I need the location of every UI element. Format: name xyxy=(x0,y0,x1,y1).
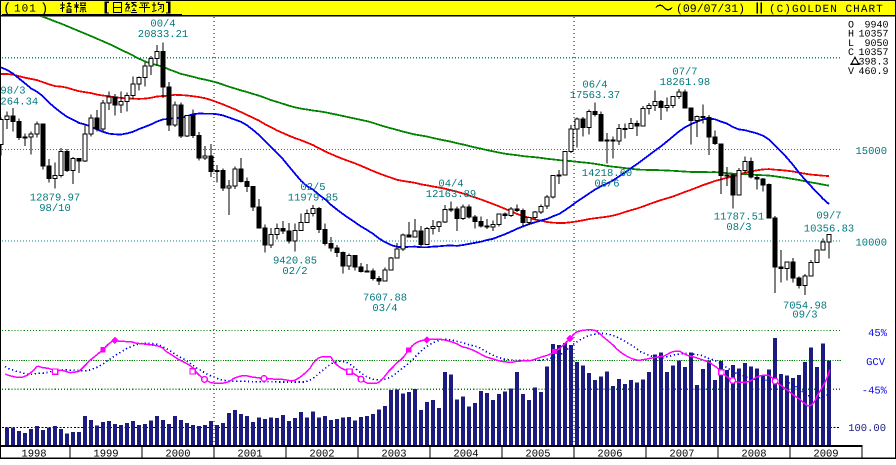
svg-text:03/4: 03/4 xyxy=(372,303,397,315)
svg-text:10357: 10357 xyxy=(858,30,888,41)
svg-text:(09/07/31): (09/07/31) xyxy=(676,3,745,16)
svg-text:12879.97: 12879.97 xyxy=(30,193,80,205)
svg-text:2009: 2009 xyxy=(813,449,838,461)
svg-text:98/10: 98/10 xyxy=(39,203,71,215)
svg-text:15000: 15000 xyxy=(855,146,887,158)
svg-text:-45%: -45% xyxy=(862,386,888,398)
svg-text:07/7: 07/7 xyxy=(672,67,697,79)
svg-text:18261.98: 18261.98 xyxy=(660,77,710,89)
svg-text:2001: 2001 xyxy=(237,449,262,461)
svg-text:100.00: 100.00 xyxy=(848,423,886,435)
svg-text:00/4: 00/4 xyxy=(150,19,175,31)
svg-text:11787.51: 11787.51 xyxy=(714,212,764,224)
svg-text:(C)GOLDEN CHART: (C)GOLDEN CHART xyxy=(769,4,884,16)
svg-text:08/3: 08/3 xyxy=(726,222,751,234)
svg-text:2006: 2006 xyxy=(597,449,622,461)
svg-text:2003: 2003 xyxy=(381,449,406,461)
svg-text:7607.88: 7607.88 xyxy=(363,293,407,305)
svg-text:101: 101 xyxy=(14,4,37,16)
svg-text:2008: 2008 xyxy=(741,449,766,461)
svg-text:02/2: 02/2 xyxy=(282,266,307,278)
svg-text:10356.83: 10356.83 xyxy=(804,224,854,236)
svg-text:2002: 2002 xyxy=(309,449,334,461)
svg-text:2004: 2004 xyxy=(453,449,478,461)
svg-text:2000: 2000 xyxy=(165,449,190,461)
svg-text:17563.37: 17563.37 xyxy=(570,90,620,102)
svg-text:1999: 1999 xyxy=(93,449,118,461)
svg-text:9420.85: 9420.85 xyxy=(273,256,317,268)
svg-text:398.3: 398.3 xyxy=(858,58,888,69)
svg-text:): ) xyxy=(40,1,48,17)
svg-text:04/4: 04/4 xyxy=(438,179,463,191)
svg-text:09/7: 09/7 xyxy=(816,211,841,223)
svg-text:20833.21: 20833.21 xyxy=(138,29,188,41)
svg-text:06/6: 06/6 xyxy=(594,179,619,191)
svg-text:45%: 45% xyxy=(868,328,888,340)
svg-text:06/4: 06/4 xyxy=(582,80,607,92)
svg-text:9050: 9050 xyxy=(864,39,888,50)
svg-text:98/3: 98/3 xyxy=(0,86,25,98)
svg-text:1998: 1998 xyxy=(21,449,46,461)
svg-text:L: L xyxy=(848,39,854,50)
svg-text:12163.89: 12163.89 xyxy=(426,189,476,201)
svg-text:2005: 2005 xyxy=(525,449,550,461)
svg-text:460.9: 460.9 xyxy=(858,67,888,78)
svg-text:10357: 10357 xyxy=(858,48,888,59)
svg-text:9940: 9940 xyxy=(864,20,888,31)
svg-text:GCV: GCV xyxy=(866,357,886,369)
svg-text:V: V xyxy=(848,67,854,78)
svg-text:17264.34: 17264.34 xyxy=(0,97,38,109)
svg-text:11979.85: 11979.85 xyxy=(288,193,338,205)
svg-text:H: H xyxy=(848,30,854,41)
svg-text:(: ( xyxy=(3,1,11,17)
svg-text:7054.98: 7054.98 xyxy=(783,301,827,313)
svg-text:09/3: 09/3 xyxy=(792,310,817,322)
svg-text:O: O xyxy=(848,20,854,31)
svg-text:10000: 10000 xyxy=(855,238,887,250)
svg-text:2007: 2007 xyxy=(669,449,694,461)
svg-text:02/5: 02/5 xyxy=(300,182,325,194)
svg-text:14218.60: 14218.60 xyxy=(582,168,632,180)
svg-text:C: C xyxy=(848,48,854,59)
